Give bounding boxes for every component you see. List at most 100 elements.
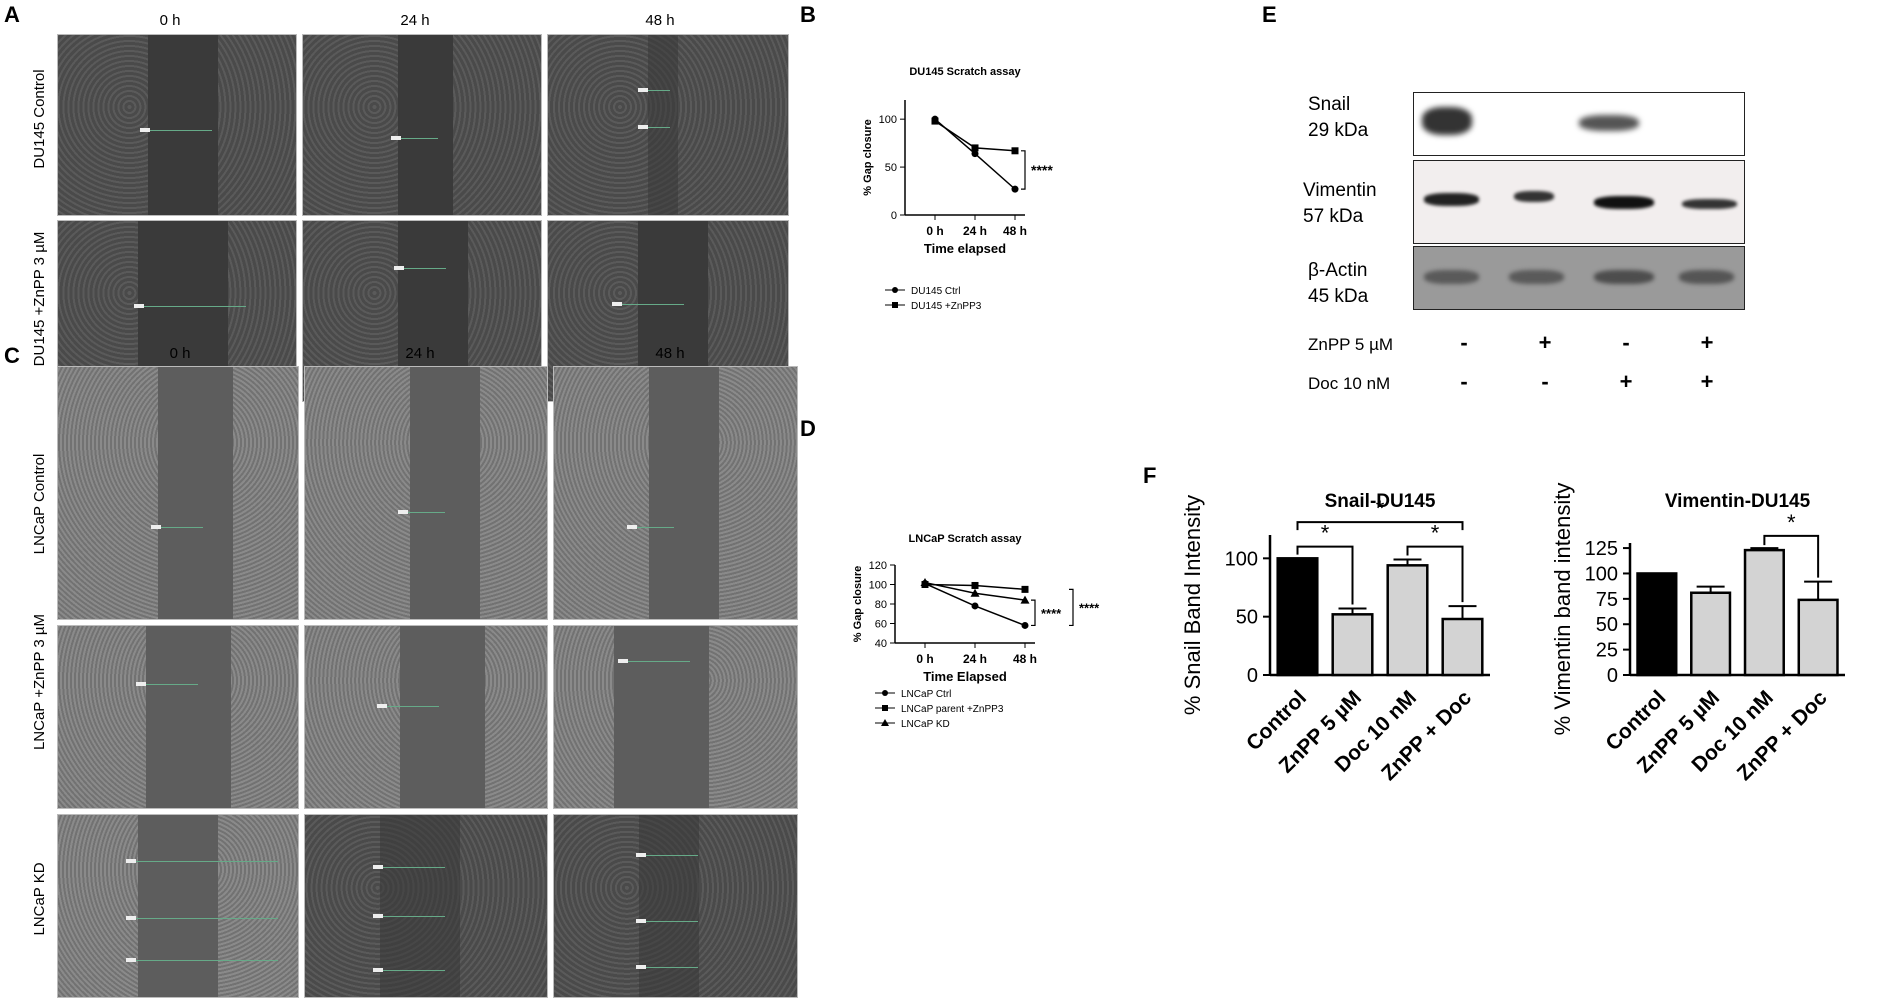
bar <box>1441 617 1484 677</box>
data-point <box>1021 621 1029 629</box>
significance-label: * <box>1321 521 1330 546</box>
micrograph-c-kd-24h <box>304 814 548 998</box>
data-point <box>970 588 980 597</box>
panel-letter-f: F <box>1143 463 1157 488</box>
wb-label-vimentin: Vimentin 57 kDa <box>1303 180 1377 227</box>
y-axis-label: % Snail Band Intensity <box>1180 495 1205 715</box>
bar <box>1797 598 1839 677</box>
data-point <box>1020 595 1030 604</box>
significance-bracket <box>1296 521 1464 531</box>
treatment-label-znpp: ZnPP 5 µM <box>1308 335 1394 354</box>
bar <box>1331 613 1374 677</box>
legend-label: DU145 +ZnPP3 <box>911 301 982 312</box>
micrograph-c-znpp-24h <box>304 625 548 809</box>
legend-label: DU145 Ctrl <box>911 286 960 297</box>
x-tick-label: 0 h <box>926 224 943 238</box>
significance-bracket <box>1763 534 1820 578</box>
bar <box>1386 564 1429 677</box>
panel-c-row-label-znpp: LNCaP +ZnPP 3 µM <box>31 613 48 751</box>
panel-letter-b: B <box>800 2 816 27</box>
data-point <box>1021 585 1029 593</box>
panel-a-timepoint-48h: 48 h <box>645 12 675 29</box>
chart-title: LNCaP Scratch assay <box>909 533 1023 545</box>
treatment-sign: + <box>1619 369 1633 394</box>
treatment-sign: - <box>1541 369 1549 394</box>
treatment-sign: + <box>1700 330 1714 355</box>
data-point <box>971 144 979 152</box>
significance-bracket <box>1069 588 1074 627</box>
panel-letter-d: D <box>800 416 816 441</box>
legend-marker <box>882 705 888 711</box>
x-axis-label: Time Elapsed <box>923 669 1007 684</box>
y-tick-label: 25 <box>1596 640 1618 662</box>
significance-bracket <box>1296 545 1354 605</box>
significance-label: * <box>1431 521 1440 546</box>
y-tick-label: 120 <box>869 560 887 572</box>
panel-c-timepoint-24h: 24 h <box>405 345 435 362</box>
wb-blot-actin <box>1413 246 1745 310</box>
significance-bracket <box>1021 150 1026 190</box>
bar <box>1690 591 1732 677</box>
legend-marker <box>882 690 888 696</box>
legend-label: LNCaP KD <box>901 719 950 730</box>
bar <box>1636 572 1678 677</box>
wb-label-actin: β-Actin 45 kDa <box>1308 260 1369 307</box>
y-tick-label: 0 <box>1247 665 1258 687</box>
y-tick-label: 0 <box>1607 665 1618 687</box>
x-tick-label: 24 h <box>963 652 987 666</box>
panel-a-timepoint-24h: 24 h <box>400 12 430 29</box>
data-point <box>1011 147 1019 155</box>
chart-b-du145-scratch: DU145 Scratch assay 0 50 100 0 h 24 h 48 h Time… <box>862 66 1053 312</box>
y-tick-label: 75 <box>1596 589 1618 611</box>
x-tick-label: 48 h <box>1003 224 1027 238</box>
treatment-label-doc: Doc 10 nM <box>1308 374 1391 393</box>
treatment-sign: + <box>1538 330 1552 355</box>
y-tick-label: 125 <box>1585 538 1618 560</box>
y-tick-label: 50 <box>885 162 897 174</box>
data-point <box>971 602 979 610</box>
y-axis-label: % Gap closure <box>862 119 874 195</box>
data-point <box>931 117 939 125</box>
data-point <box>1011 185 1019 193</box>
chart-title: Snail-DU145 <box>1325 491 1436 512</box>
y-tick-label: 50 <box>1236 607 1258 629</box>
treatment-sign: - <box>1460 369 1468 394</box>
legend-marker <box>892 287 898 293</box>
significance-label: **** <box>1041 606 1062 621</box>
significance-bracket <box>1406 545 1464 603</box>
treatment-sign: - <box>1622 330 1630 355</box>
treatment-sign: - <box>1460 330 1468 355</box>
panel-c-row-label-control: LNCaP Control <box>31 453 48 555</box>
significance-label: * <box>1376 496 1385 521</box>
legend-marker <box>892 302 898 308</box>
significance-label: **** <box>1079 600 1100 615</box>
wb-label-snail: Snail 29 kDa <box>1308 94 1369 141</box>
y-axis-label: % Gap closure <box>852 566 864 642</box>
micrograph-c-kd-48h <box>553 814 798 998</box>
data-point <box>971 581 979 589</box>
y-tick-label: 0 <box>891 210 897 222</box>
significance-label: * <box>1787 510 1796 535</box>
chart-title: DU145 Scratch assay <box>909 66 1021 78</box>
x-axis-label: Time elapsed <box>924 241 1006 256</box>
panel-a-row-label-control: DU145 Control <box>31 69 48 169</box>
legend-label: LNCaP parent +ZnPP3 <box>901 704 1004 715</box>
panel-a-timepoint-0h: 0 h <box>159 12 181 29</box>
treatment-sign: + <box>1700 369 1714 394</box>
micrograph-c-znpp-48h <box>553 625 798 809</box>
y-axis-label: % Vimentin band intensity <box>1550 483 1575 736</box>
legend-label: LNCaP Ctrl <box>901 689 951 700</box>
panel-c-row-label-kd: LNCaP KD <box>31 862 48 936</box>
panel-letter-a: A <box>4 2 20 27</box>
legend-marker <box>881 719 889 726</box>
y-tick-label: 100 <box>879 114 897 126</box>
y-tick-label: 100 <box>1585 563 1618 585</box>
y-tick-label: 100 <box>869 580 887 592</box>
micrograph-c-znpp-0h <box>57 625 299 809</box>
micrograph-c-control-0h <box>57 366 299 620</box>
y-tick-label: 100 <box>1225 548 1258 570</box>
wb-blot-vimentin <box>1413 160 1745 244</box>
chart-f-vimentin-bars: Vimentin-DU145 0 25 50 75 100 125 % Vimentin ba… <box>1550 483 1845 785</box>
micrograph-a-control-24h <box>302 34 542 216</box>
